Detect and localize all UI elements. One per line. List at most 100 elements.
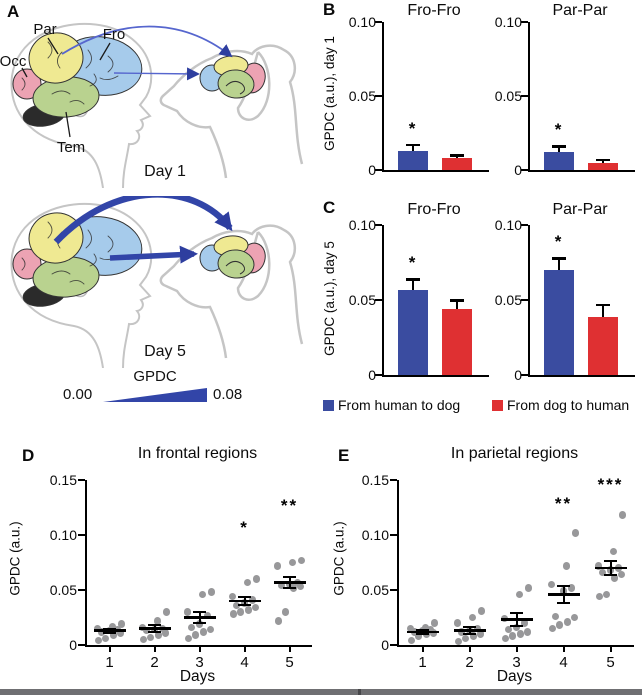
mean-line bbox=[228, 599, 261, 603]
data-point bbox=[139, 635, 148, 644]
data-point bbox=[524, 584, 533, 592]
significance-star: * bbox=[554, 120, 564, 140]
y-tick-label: 0.15 bbox=[49, 472, 77, 488]
sem-cap-bottom bbox=[463, 633, 476, 635]
y-tick-label: 0 bbox=[514, 162, 522, 178]
data-point bbox=[407, 636, 416, 645]
day5-connectivity-arrows bbox=[53, 196, 233, 264]
data-point bbox=[187, 623, 196, 632]
error-bar-cap bbox=[406, 278, 420, 281]
panel-e-label: E bbox=[338, 446, 350, 465]
y-tick-label: 0.05 bbox=[361, 582, 389, 598]
panel-d: D In frontal regions GPDC (a.u.) 0 0.05 0.… bbox=[8, 438, 322, 690]
error-bar bbox=[558, 258, 560, 270]
x-tick-mark bbox=[468, 645, 471, 652]
x-tick-label: 5 bbox=[606, 654, 615, 671]
data-point bbox=[570, 613, 579, 622]
legend: From human to dog From dog to human bbox=[322, 397, 642, 415]
data-point bbox=[562, 562, 571, 570]
mean-line bbox=[273, 581, 306, 584]
error-bar-cap bbox=[450, 299, 464, 302]
error-bar bbox=[602, 304, 604, 317]
day1-label: Day 1 bbox=[144, 163, 186, 180]
bar-dog-to-human bbox=[442, 158, 472, 170]
data-point bbox=[195, 620, 204, 628]
sem-cap-top bbox=[557, 584, 570, 587]
data-point bbox=[198, 590, 207, 599]
data-point bbox=[473, 624, 482, 633]
y-tick-mark bbox=[390, 479, 397, 481]
y-tick-mark bbox=[78, 644, 85, 646]
x-tick-label: 5 bbox=[285, 654, 294, 671]
data-point bbox=[454, 637, 463, 646]
panel-c-label: C bbox=[323, 198, 336, 217]
parietal-region bbox=[28, 32, 84, 84]
data-point bbox=[203, 611, 212, 620]
bar-chart-fro-fro-day5: Fro-Fro 0 0.05 0.10 * bbox=[342, 195, 492, 383]
y-tick-label: 0.10 bbox=[348, 14, 376, 30]
data-point bbox=[229, 610, 238, 618]
y-tick-mark bbox=[521, 95, 528, 97]
y-tick-label: 0 bbox=[514, 367, 522, 383]
significance-star: ** bbox=[554, 494, 573, 513]
sem-cap-bottom bbox=[283, 586, 296, 589]
data-point bbox=[153, 617, 162, 625]
y-tick-mark bbox=[78, 534, 85, 536]
data-point bbox=[273, 562, 282, 570]
data-point bbox=[277, 581, 286, 590]
data-point bbox=[288, 558, 297, 567]
data-point bbox=[468, 613, 477, 622]
data-point bbox=[183, 608, 192, 616]
data-point bbox=[430, 619, 439, 627]
sem-cap-top bbox=[463, 626, 476, 629]
mean-line bbox=[594, 566, 627, 570]
data-point bbox=[516, 630, 525, 638]
x-tick-label: 4 bbox=[559, 654, 568, 671]
human-brain-regions bbox=[12, 32, 143, 127]
sem-cap-bottom bbox=[416, 633, 429, 635]
significance-star: * bbox=[240, 518, 249, 538]
gpdc-strength-scale: GPDC 0.00 0.08 bbox=[55, 368, 265, 408]
data-point bbox=[161, 629, 170, 637]
data-point bbox=[199, 628, 208, 636]
y-tick-label: 0.05 bbox=[348, 88, 376, 104]
data-point bbox=[236, 608, 245, 616]
data-point bbox=[609, 547, 618, 556]
bar-dog-to-human bbox=[442, 309, 472, 375]
data-point bbox=[116, 629, 125, 637]
y-tick-label: 0.10 bbox=[361, 527, 389, 543]
bar-human-to-dog bbox=[398, 289, 428, 375]
data-point bbox=[453, 619, 462, 627]
sem-cap-top bbox=[416, 628, 429, 631]
data-point bbox=[547, 580, 556, 589]
occipital-region bbox=[12, 248, 42, 280]
y-tick-label: 0.10 bbox=[49, 527, 77, 543]
data-point bbox=[520, 619, 529, 627]
y-tick-mark bbox=[375, 169, 382, 171]
frontal-label: Fro bbox=[103, 26, 126, 43]
data-point bbox=[244, 606, 253, 614]
y-tick-label: 0 bbox=[368, 162, 376, 178]
data-point bbox=[184, 634, 193, 643]
y-tick-mark bbox=[390, 589, 397, 591]
data-point bbox=[476, 630, 485, 638]
data-point bbox=[142, 626, 151, 635]
x-axis-label: Days bbox=[496, 668, 533, 685]
data-point bbox=[602, 590, 611, 599]
gpdc-scale-max: 0.08 bbox=[213, 386, 243, 403]
bar-dog-to-human bbox=[588, 316, 618, 375]
data-point bbox=[610, 574, 619, 582]
bar-chart-par-par-day5: Par-Par 0 0.05 0.10 * bbox=[488, 195, 638, 383]
x-tick-label: 3 bbox=[195, 654, 204, 671]
day5-label: Day 5 bbox=[144, 343, 186, 360]
dog-brain-regions bbox=[199, 235, 266, 279]
x-axis-label: Days bbox=[179, 668, 216, 685]
panel-b: B GPDC (a.u.), day 1 Fro-Fro 0 0.05 0.10 *… bbox=[322, 0, 642, 195]
panel-a-label: A bbox=[7, 2, 20, 21]
significance-star: * bbox=[554, 232, 564, 251]
mean-line bbox=[138, 627, 171, 630]
y-tick-mark bbox=[78, 479, 85, 481]
x-tick-mark bbox=[515, 645, 518, 652]
data-point bbox=[508, 632, 517, 640]
parietal-label: Par bbox=[33, 21, 56, 38]
